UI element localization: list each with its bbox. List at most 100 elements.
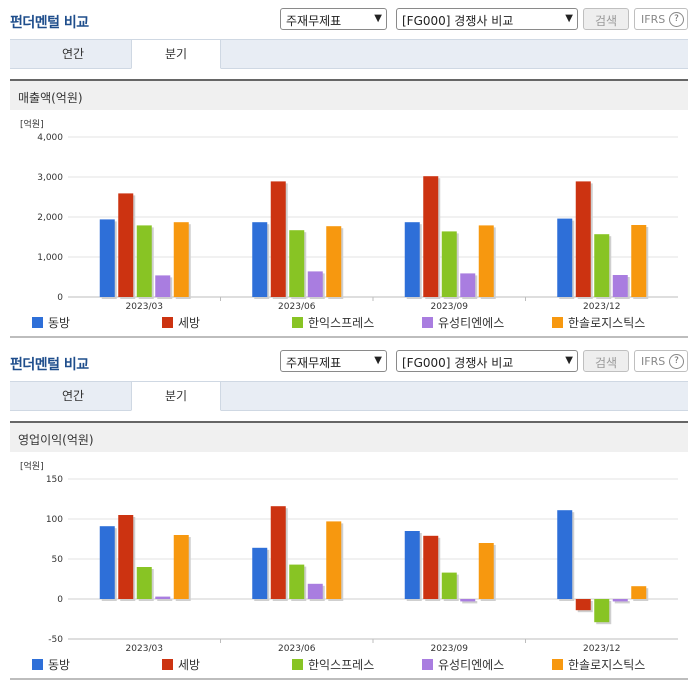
x-tick-label: 2023/03 <box>126 644 163 654</box>
legend-label: 한솔로지스틱스 <box>568 658 646 672</box>
search-button[interactable]: 검색 <box>583 350 629 372</box>
legend-swatch <box>292 659 303 670</box>
legend-item[interactable]: 세방 <box>162 314 200 331</box>
legend-swatch <box>422 659 433 670</box>
bar <box>612 275 628 297</box>
legend-swatch <box>162 317 173 328</box>
bar <box>594 599 610 623</box>
chevron-down-icon: ▼ <box>565 13 573 24</box>
legend-label: 세방 <box>178 658 201 672</box>
ifrs-label: IFRS <box>641 355 666 368</box>
y-tick-label: 150 <box>46 475 63 485</box>
legend-label: 한솔로지스틱스 <box>568 316 646 330</box>
section-title: 매출액(억원) <box>18 91 83 105</box>
x-tick-label: 2023/09 <box>431 644 469 654</box>
bar <box>423 535 439 599</box>
statement-type-select[interactable]: 주재무제표 ▼ <box>280 8 387 30</box>
statement-type-select[interactable]: 주재무제표 ▼ <box>280 350 387 372</box>
y-tick-label: 2,000 <box>37 213 63 223</box>
tab-quarterly[interactable]: 분기 <box>131 39 221 69</box>
bar <box>631 586 647 599</box>
bar <box>252 547 268 599</box>
y-tick-label: 1,000 <box>37 253 63 263</box>
peer-group-value: [FG000] 경쟁사 비교 <box>402 14 514 28</box>
bar <box>270 181 286 297</box>
statement-type-value: 주재무제표 <box>286 14 342 28</box>
unit-label: [억원] <box>20 118 44 130</box>
legend-swatch <box>422 317 433 328</box>
bar <box>173 535 189 599</box>
y-tick-label: 0 <box>57 595 63 605</box>
legend-label: 동방 <box>48 658 71 672</box>
x-tick-label: 2023/12 <box>583 644 620 654</box>
search-button[interactable]: 검색 <box>583 8 629 30</box>
bar <box>326 521 342 599</box>
y-tick-label: 100 <box>46 515 63 525</box>
legend-swatch <box>552 659 563 670</box>
bar <box>155 596 171 599</box>
bar <box>612 599 628 602</box>
x-tick-label: 2023/12 <box>583 302 620 312</box>
legend-item[interactable]: 유성티엔에스 <box>422 656 504 673</box>
bar <box>289 564 305 599</box>
legend-item[interactable]: 세방 <box>162 656 200 673</box>
section-header: 영업이익(억원) <box>10 421 688 452</box>
bar <box>404 531 420 599</box>
bar <box>326 226 342 297</box>
bar <box>557 218 573 297</box>
legend-item[interactable]: 한익스프레스 <box>292 656 374 673</box>
legend-swatch <box>552 317 563 328</box>
ifrs-button[interactable]: IFRS ? <box>634 350 688 372</box>
section-header: 매출액(억원) <box>10 79 688 110</box>
bar-shadow <box>157 598 173 601</box>
bar <box>289 230 305 297</box>
bar <box>478 225 494 297</box>
bar <box>99 526 115 599</box>
legend-label: 세방 <box>178 316 201 330</box>
ifrs-button[interactable]: IFRS ? <box>634 8 688 30</box>
legend-item[interactable]: 동방 <box>32 656 70 673</box>
panel-header: 펀더멘털 비교 주재무제표 ▼ [FG000] 경쟁사 비교 ▼ 검색 IFRS… <box>0 0 696 36</box>
ifrs-label: IFRS <box>641 13 666 26</box>
bar <box>557 510 573 599</box>
operating-profit-panel: 펀더멘털 비교 주재무제표 ▼ [FG000] 경쟁사 비교 ▼ 검색 IFRS… <box>0 342 696 684</box>
unit-label: [억원] <box>20 460 44 472</box>
legend-item[interactable]: 한솔로지스틱스 <box>552 314 645 331</box>
bar <box>118 515 134 599</box>
help-icon[interactable]: ? <box>669 12 684 27</box>
legend-swatch <box>292 317 303 328</box>
chevron-down-icon: ▼ <box>565 355 573 366</box>
chevron-down-icon: ▼ <box>374 13 382 24</box>
legend-item[interactable]: 한익스프레스 <box>292 314 374 331</box>
legend-swatch <box>32 317 43 328</box>
chart-legend: 동방 세방 한익스프레스 유성티엔에스 한솔로지스틱스 <box>10 314 688 332</box>
bar <box>270 506 286 599</box>
bar-shadow <box>614 601 630 604</box>
legend-label: 한익스프레스 <box>308 658 375 672</box>
bar <box>99 219 115 297</box>
tab-quarterly[interactable]: 분기 <box>131 381 221 411</box>
tab-annual[interactable]: 연간 <box>61 389 85 403</box>
legend-swatch <box>32 659 43 670</box>
y-tick-label: 3,000 <box>37 173 63 183</box>
statement-type-value: 주재무제표 <box>286 356 342 370</box>
legend-label: 동방 <box>48 316 71 330</box>
help-icon[interactable]: ? <box>669 354 684 369</box>
peer-group-select[interactable]: [FG000] 경쟁사 비교 ▼ <box>396 8 578 30</box>
x-tick-label: 2023/06 <box>278 644 316 654</box>
section-title: 영업이익(억원) <box>18 433 94 447</box>
bar <box>575 181 591 297</box>
bar <box>118 193 134 297</box>
tab-annual[interactable]: 연간 <box>61 47 85 61</box>
bar <box>404 222 420 297</box>
peer-group-select[interactable]: [FG000] 경쟁사 비교 ▼ <box>396 350 578 372</box>
legend-item[interactable]: 동방 <box>32 314 70 331</box>
revenue-panel: 펀더멘털 비교 주재무제표 ▼ [FG000] 경쟁사 비교 ▼ 검색 IFRS… <box>0 0 696 338</box>
chevron-down-icon: ▼ <box>374 355 382 366</box>
legend-item[interactable]: 한솔로지스틱스 <box>552 656 645 673</box>
y-tick-label: 0 <box>57 293 63 303</box>
bar <box>594 234 610 297</box>
period-tabs: 연간 분기 <box>10 39 688 69</box>
bar <box>478 543 494 599</box>
legend-item[interactable]: 유성티엔에스 <box>422 314 504 331</box>
